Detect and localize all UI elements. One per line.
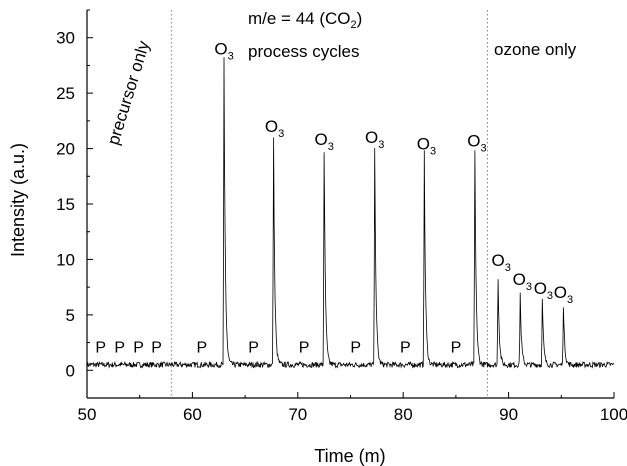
o3-peak-label: O3 <box>554 283 573 306</box>
x-tick-label: 50 <box>78 405 97 424</box>
ozone-only-label: ozone only <box>494 40 577 59</box>
precursor-pulse-label: P <box>248 340 259 357</box>
o3-peak-label: O3 <box>467 131 486 154</box>
o3-peak-label: O3 <box>214 39 233 62</box>
x-axis-title: Time (m) <box>314 446 385 466</box>
mass-annotation: m/e = 44 (CO2) <box>248 9 362 31</box>
x-tick-label: 70 <box>288 405 307 424</box>
y-axis-ticks: 0 5 10 15 20 25 30 <box>56 9 93 399</box>
precursor-pulse-label: P <box>197 340 208 357</box>
o3-peak-label: O3 <box>417 135 436 158</box>
o3-peak-label: O3 <box>314 130 333 153</box>
y-tick-label: 30 <box>56 29 75 48</box>
data-series-line <box>86 57 615 369</box>
region-dividers <box>170 10 489 398</box>
precursor-only-label: precursor only <box>104 38 154 147</box>
o3-peak-label: O3 <box>365 128 384 151</box>
y-axis-title: Intensity (a.u.) <box>8 143 28 257</box>
o3-peak-label: O3 <box>513 270 532 293</box>
precursor-pulse-label: P <box>95 340 106 357</box>
x-tick-label: 100 <box>600 405 627 424</box>
y-tick-label: 20 <box>56 140 75 159</box>
process-cycles-label: process cycles <box>248 42 359 61</box>
y-tick-label: 0 <box>66 361 75 380</box>
y-tick-label: 15 <box>56 195 75 214</box>
precursor-pulse-label: P <box>299 340 310 357</box>
x-tick-label: 90 <box>499 405 518 424</box>
x-axis-ticks: 50 60 70 80 90 100 <box>78 392 627 424</box>
precursor-pulse-label: P <box>114 340 125 357</box>
x-tick-label: 60 <box>183 405 202 424</box>
o3-peak-label: O3 <box>534 279 553 302</box>
precursor-pulse-label: P <box>133 340 144 357</box>
o3-peak-label: O3 <box>265 117 284 140</box>
y-tick-label: 25 <box>56 84 75 103</box>
y-tick-label: 5 <box>66 306 75 325</box>
precursor-pulse-label: P <box>400 340 411 357</box>
o3-peak-label: O3 <box>492 251 511 274</box>
precursor-pulse-label: P <box>151 340 162 357</box>
precursor-pulse-label: P <box>451 340 462 357</box>
precursor-pulse-label: P <box>350 340 361 357</box>
x-tick-label: 80 <box>394 405 413 424</box>
y-tick-label: 10 <box>56 250 75 269</box>
